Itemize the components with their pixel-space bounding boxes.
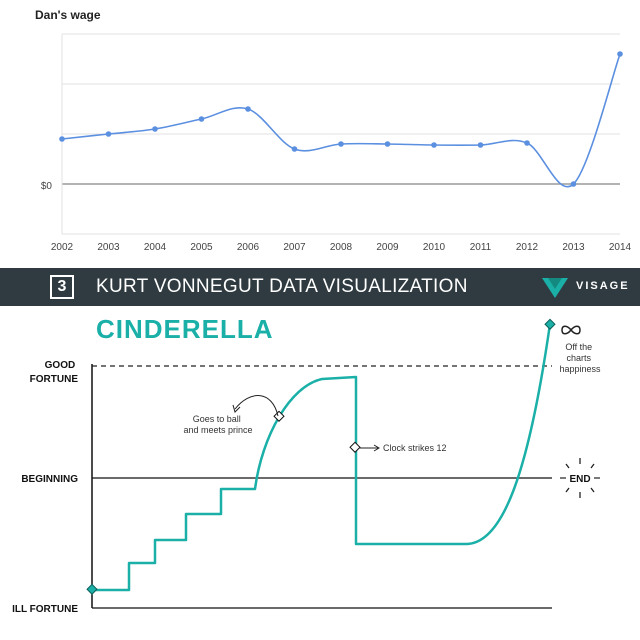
wage-data-point [338,141,344,147]
ball-annotation: Goes to ball and meets prince [183,414,252,435]
wage-data-point [617,51,623,57]
wage-data-point [245,106,251,112]
x-tick-label: 2007 [283,242,306,253]
x-tick-label: 2008 [330,242,353,253]
zero-axis-label: $0 [41,181,53,192]
wage-chart-title: Dan's wage [35,8,101,22]
wage-x-axis-ticks: 2002 2003 2004 2005 2006 2007 2008 2009 2010 2011… [51,242,632,253]
x-tick-label: 2013 [562,242,585,253]
x-tick-label: 2006 [237,242,260,253]
wage-data-point [291,146,298,152]
ball-arrowhead [232,404,241,413]
wage-data-point [152,126,158,132]
visage-logo-icon [542,278,568,298]
wage-data-point [59,136,65,142]
wage-data-point [384,141,391,147]
x-tick-label: 2012 [516,242,539,253]
x-tick-label: 2009 [376,242,399,253]
x-tick-label: 2004 [144,242,167,253]
x-tick-label: 2014 [609,242,632,253]
wage-data-point [477,142,484,148]
wage-data-point [105,131,112,137]
ill-fortune-label: ILL FORTUNE [12,604,78,615]
x-tick-label: 2010 [423,242,446,253]
good-fortune-label: GOOD FORTUNE [30,360,79,385]
wage-data-point [198,116,205,122]
cinderella-title: CINDERELLA [96,314,274,344]
cinderella-story-curve [92,323,552,592]
wage-series-points [59,51,623,187]
wage-data-point [570,181,577,187]
banner-number: 3 [50,275,74,299]
ball-annotation-arrow [234,395,279,417]
x-tick-label: 2005 [190,242,213,253]
banner-title: KURT VONNEGUT DATA VISUALIZATION [96,276,468,297]
clock-arrowhead [373,444,380,452]
end-point-marker [544,318,556,330]
beginning-label: BEGINNING [21,474,78,485]
wage-chart: Dan's wage $0 2002 2003 2004 2005 2006 2007 20… [35,8,632,253]
wage-series-line [61,53,621,188]
ball-marker [273,410,285,422]
x-tick-label: 2002 [51,242,74,253]
wage-data-point [524,140,530,146]
start-marker [86,583,98,595]
infinity-icon [561,325,581,335]
midnight-marker [349,441,361,453]
x-tick-label: 2003 [97,242,120,253]
banner-brand: VISAGE [576,280,630,292]
wage-data-point [431,142,437,148]
x-tick-label: 2011 [470,242,492,253]
end-label: END [569,474,590,485]
cinderella-chart: CINDERELLA GOOD FORTUNE BEGINNING ILL FO… [12,314,601,615]
banner: 3 KURT VONNEGUT DATA VISUALIZATION VISAG… [0,268,640,306]
off-charts-annotation: Off the charts happiness [559,342,601,374]
end-burst-icon [565,458,595,498]
clock-annotation: Clock strikes 12 [383,443,447,453]
wage-chart-gridlines [61,33,620,235]
